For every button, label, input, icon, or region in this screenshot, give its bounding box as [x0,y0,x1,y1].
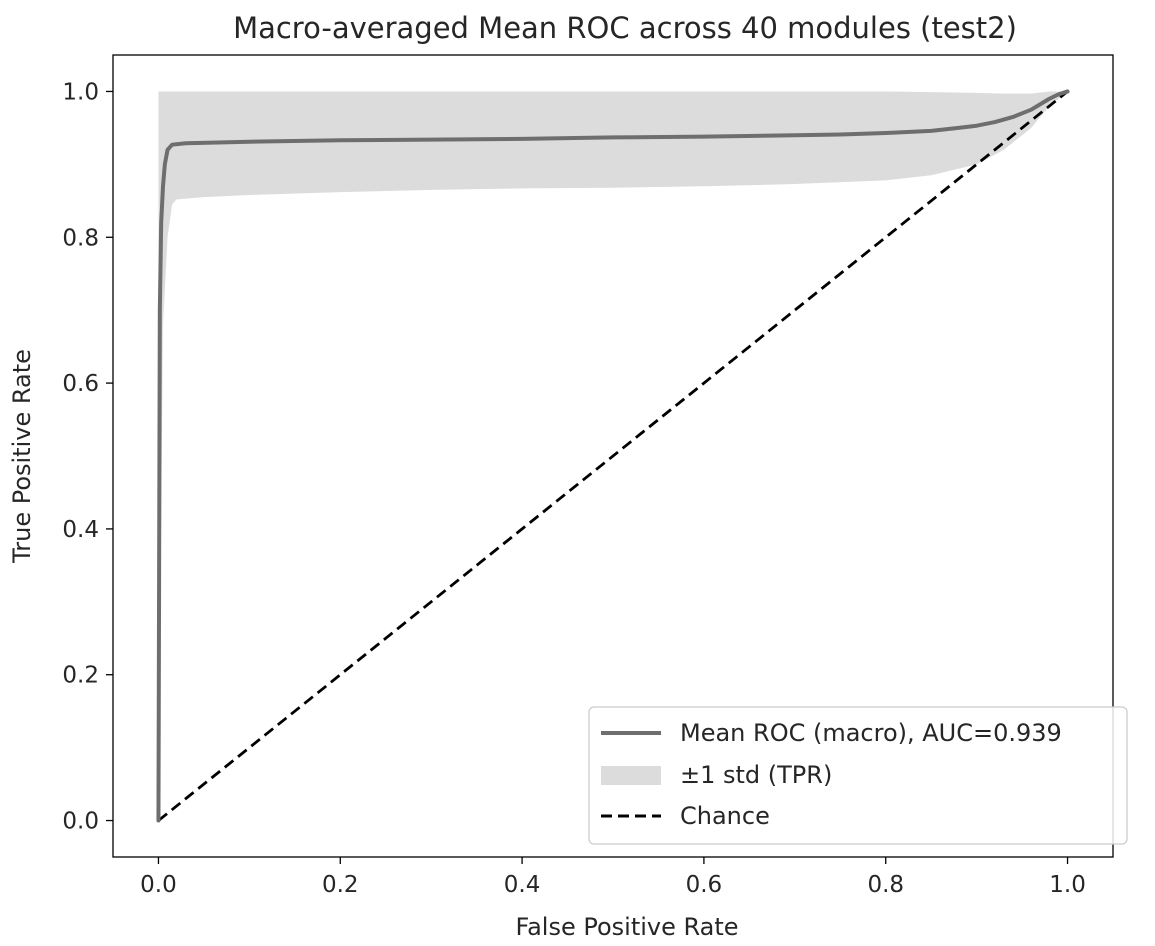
legend-swatch-std-band [601,766,661,785]
legend-label-mean-roc: Mean ROC (macro), AUC=0.939 [680,719,1062,747]
x-tick-label: 1.0 [1049,872,1086,898]
legend: Mean ROC (macro), AUC=0.939 ±1 std (TPR)… [588,706,1128,845]
x-tick-label: 0.0 [140,872,177,898]
x-axis-ticks: 0.0 0.2 0.4 0.6 0.8 1.0 [140,857,1086,898]
y-tick-label: 1.0 [62,79,99,105]
x-tick-label: 0.2 [322,872,359,898]
plot-frame [112,54,1114,858]
y-tick-label: 0.4 [62,517,99,543]
x-tick-label: 0.8 [867,872,904,898]
x-tick-label: 0.4 [504,872,541,898]
std-band-area [158,91,1068,821]
legend-label-std-band: ±1 std (TPR) [680,761,832,789]
y-axis-ticks: 0.0 0.2 0.4 0.6 0.8 1.0 [62,79,113,835]
legend-label-chance: Chance [680,802,770,830]
mean-roc-line [156,89,1070,823]
x-tick-label: 0.6 [686,872,723,898]
chart-title: Macro-averaged Mean ROC across 40 module… [233,11,1017,45]
legend-frame [588,706,1128,845]
std-band-layer [158,91,1068,821]
y-tick-label: 0.0 [62,809,99,835]
y-axis-label: True Positive Rate [8,349,36,564]
y-tick-label: 0.6 [62,371,99,397]
y-tick-label: 0.2 [62,663,99,689]
x-axis-label: False Positive Rate [515,913,738,941]
y-tick-label: 0.8 [62,225,99,251]
chance-line [157,90,1069,822]
series-line-layer [156,89,1070,823]
